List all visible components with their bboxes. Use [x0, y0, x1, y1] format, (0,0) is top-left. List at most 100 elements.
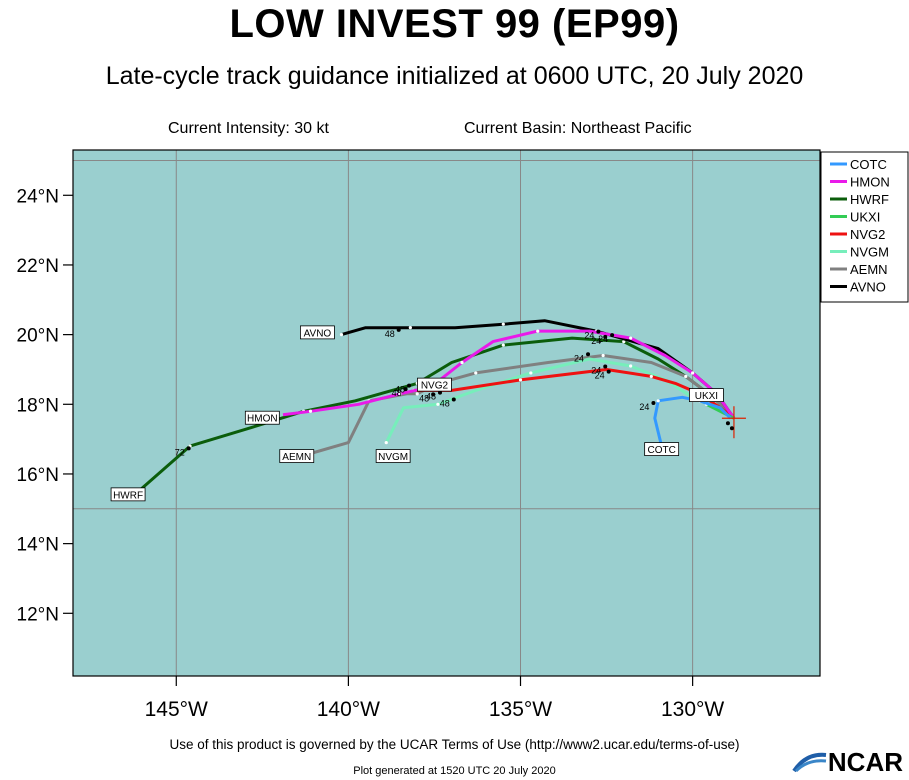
- legend-label-nvg2: NVG2: [850, 227, 885, 242]
- storm-position-dot: [729, 426, 734, 431]
- track-point-aemn: [684, 374, 688, 379]
- track-point-nvgm: [384, 441, 388, 445]
- ncar-logo-text: NCAR: [827, 747, 903, 777]
- track-point-hmon: [460, 360, 464, 365]
- model-end-label-box: [279, 449, 315, 463]
- model-end-label: AEMN: [282, 452, 311, 463]
- forecast-hour-dot: [603, 334, 608, 339]
- forecast-hour-label: 48: [426, 392, 436, 402]
- model-end-label: AVNO: [304, 328, 332, 339]
- track-point-avno: [339, 333, 344, 337]
- forecast-hour-dot: [396, 327, 401, 332]
- model-end-label: NVG2: [421, 381, 449, 392]
- ncar-swoosh-icon: [792, 752, 827, 773]
- legend-label-nvgm: NVGM: [850, 245, 889, 260]
- y-tick-label: 12°N: [17, 604, 59, 625]
- model-end-label-box: [689, 388, 724, 402]
- current-intensity: Current Intensity: 30 kt: [168, 120, 329, 137]
- model-end-label-box: [417, 377, 452, 392]
- track-point-hmon: [398, 392, 402, 396]
- legend-label-hmon: HMON: [850, 175, 890, 190]
- forecast-hour-dot: [451, 397, 456, 402]
- track-point-nvgm: [529, 371, 533, 375]
- x-tick-label: 145°W: [145, 698, 208, 721]
- forecast-hour-label: 48: [419, 393, 429, 403]
- forecast-hour-label: 24: [591, 336, 601, 346]
- track-point-hwrf: [622, 339, 626, 344]
- forecast-hour-label: 24: [639, 402, 649, 412]
- track-point-hmon: [629, 336, 633, 340]
- track-point-cotc: [656, 399, 660, 403]
- track-point-nvg2: [518, 378, 523, 382]
- legend-label-ukxi: UKXI: [850, 210, 880, 225]
- model-end-label: HMON: [247, 414, 278, 425]
- forecast-hour-label: 24: [574, 353, 584, 363]
- forecast-hour-dot: [603, 364, 608, 369]
- model-end-label-box: [300, 325, 335, 340]
- legend-label-cotc: COTC: [850, 157, 887, 172]
- model-end-label: UKXI: [695, 391, 718, 402]
- forecast-hour-dot: [403, 387, 408, 392]
- track-point-aemn: [474, 371, 478, 375]
- page-subtitle: Late-cycle track guidance initialized at…: [105, 62, 804, 90]
- model-end-label-box: [375, 449, 411, 463]
- y-tick-label: 22°N: [17, 256, 59, 277]
- forecast-hour-label: 48: [395, 385, 405, 395]
- storm-position-dot: [725, 421, 730, 426]
- forecast-hour-dot: [431, 392, 436, 397]
- legend-label-avno: AVNO: [850, 280, 886, 295]
- current-basin: Current Basin: Northeast Pacific: [464, 120, 692, 137]
- track-point-hwrf: [501, 343, 505, 347]
- track-point-nvg2: [649, 374, 653, 379]
- model-end-label-box: [244, 410, 280, 425]
- model-end-label-box: [110, 487, 146, 502]
- y-tick-label: 18°N: [17, 395, 59, 416]
- plot-frame: [72, 149, 821, 677]
- legend-label-aemn: AEMN: [850, 262, 888, 277]
- forecast-hour-dot: [610, 333, 615, 338]
- track-point-hmon: [308, 409, 313, 413]
- track-point-nvgm: [629, 364, 633, 368]
- forecast-hour-dot: [438, 390, 443, 395]
- forecast-hour-label: 24: [584, 331, 594, 341]
- track-point-hmon: [536, 329, 540, 333]
- model-end-label: COTC: [647, 445, 675, 456]
- track-point-aemn: [415, 392, 419, 396]
- ncar-logo: NCAR: [792, 747, 903, 778]
- y-tick-label: 14°N: [17, 535, 59, 556]
- ocean-background: [73, 150, 820, 676]
- track-point-avno: [408, 326, 412, 330]
- y-tick-label: 16°N: [17, 465, 59, 486]
- forecast-hour-label: 24: [591, 365, 601, 375]
- track-hmon: [282, 329, 736, 420]
- model-end-label: NVGM: [378, 452, 408, 463]
- track-cotc: [653, 395, 732, 447]
- forecast-hour-label: 24: [598, 334, 608, 344]
- x-tick-label: 135°W: [489, 698, 552, 721]
- track-point-avno: [501, 322, 505, 326]
- legend-box: [820, 151, 909, 303]
- forecast-hour-dot: [606, 369, 611, 374]
- model-end-label-box: [644, 442, 680, 456]
- forecast-hour-label: 48: [385, 329, 395, 339]
- legend-label-hwrf: HWRF: [850, 192, 889, 207]
- page-title: LOW INVEST 99 (EP99): [229, 2, 680, 46]
- y-tick-label: 24°N: [17, 186, 59, 207]
- forecast-hour-label: 48: [440, 399, 450, 409]
- forecast-hour-dot: [651, 401, 656, 406]
- forecast-hour-label: 48: [392, 388, 402, 398]
- generated-time: Plot generated at 1520 UTC 20 July 2020: [353, 765, 556, 777]
- track-point-aemn: [601, 353, 605, 358]
- terms-of-use: Use of this product is governed by the U…: [169, 737, 740, 752]
- forecast-hour-label: 24: [595, 371, 605, 381]
- forecast-hour-dot: [586, 352, 591, 357]
- forecast-hour-dot: [186, 446, 191, 451]
- track-point-nvgm: [436, 402, 440, 406]
- track-point-hmon: [691, 371, 695, 375]
- x-tick-label: 130°W: [661, 698, 724, 721]
- y-tick-label: 20°N: [17, 326, 59, 347]
- model-end-label: HWRF: [113, 490, 143, 501]
- x-tick-label: 140°W: [317, 698, 380, 721]
- forecast-hour-dot: [407, 383, 412, 388]
